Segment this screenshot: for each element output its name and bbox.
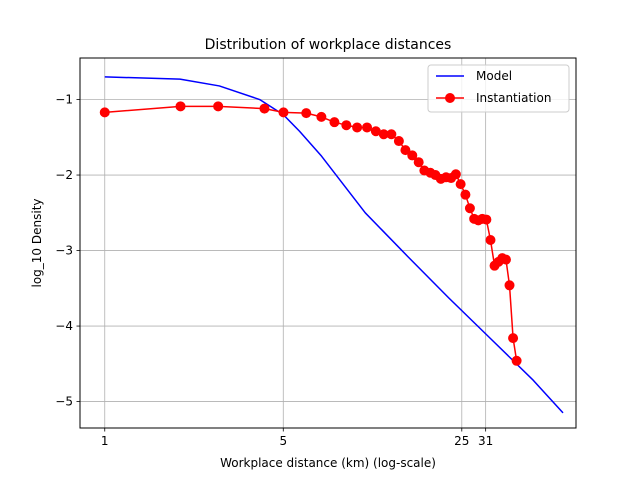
instantiation-point xyxy=(464,203,475,214)
instantiation-point xyxy=(175,101,186,112)
gridlines xyxy=(80,58,576,428)
plot-frame xyxy=(79,57,577,429)
instantiation-point xyxy=(352,122,363,133)
instantiation-point xyxy=(278,107,289,118)
instantiation-point xyxy=(500,254,511,265)
instantiation-point xyxy=(99,107,110,118)
instantiation-point xyxy=(341,120,352,131)
y-tick-label: −4 xyxy=(55,319,73,333)
instantiation-point xyxy=(301,108,312,119)
legend-model-label: Model xyxy=(476,69,512,83)
x-tick-label: 5 xyxy=(279,434,287,448)
plot-area xyxy=(80,58,576,428)
y-axis-label: log_10 Density xyxy=(30,199,44,288)
instantiation-point xyxy=(455,179,466,190)
instantiation-point xyxy=(450,169,461,180)
instantiation-point xyxy=(329,117,340,128)
x-tick-label: 25 xyxy=(454,434,469,448)
instantiation-point xyxy=(485,234,496,245)
instantiation-point xyxy=(362,122,373,133)
instantiation-point xyxy=(393,136,404,147)
legend-instantiation-marker xyxy=(445,93,455,103)
legend: Model Instantiation xyxy=(427,64,570,113)
instantiation-point xyxy=(316,111,327,122)
x-axis-ticks: 1 5 25 31 xyxy=(101,428,493,448)
instantiation-point xyxy=(504,280,515,291)
instantiation-point xyxy=(481,214,492,225)
instantiation-point xyxy=(400,145,411,156)
y-tick-label: −3 xyxy=(55,244,73,258)
instantiation-point xyxy=(213,101,224,112)
y-tick-label: −2 xyxy=(55,168,73,182)
y-axis-ticks: −1 −2 −3 −4 −5 xyxy=(55,93,80,409)
series-layer xyxy=(99,76,564,414)
y-tick-label: −1 xyxy=(55,93,73,107)
x-axis-label: Workplace distance (km) (log-scale) xyxy=(220,456,436,470)
x-tick-label: 1 xyxy=(101,434,109,448)
instantiation-point xyxy=(386,129,397,140)
instantiation-point xyxy=(460,189,471,200)
y-tick-label: −5 xyxy=(55,395,73,409)
instantiation-point xyxy=(413,157,424,168)
instantiation-point xyxy=(508,333,519,344)
chart-title: Distribution of workplace distances xyxy=(205,37,452,53)
instantiation-point xyxy=(407,150,418,161)
model-series-line xyxy=(104,76,564,414)
x-tick-label: 31 xyxy=(478,434,493,448)
instantiation-point xyxy=(511,355,522,366)
instantiation-point xyxy=(259,103,270,114)
legend-instantiation-label: Instantiation xyxy=(476,91,551,105)
